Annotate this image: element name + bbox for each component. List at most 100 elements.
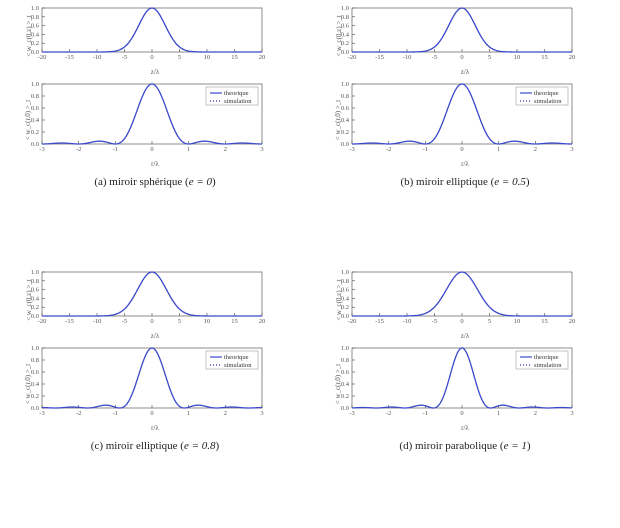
svg-text:-5: -5 [122, 318, 127, 325]
legend-theorique-label: theorique [534, 90, 559, 97]
svg-text:1.0: 1.0 [31, 81, 39, 88]
simulation-curve [42, 8, 262, 52]
svg-text:2: 2 [224, 410, 227, 417]
svg-text:-15: -15 [65, 54, 74, 61]
caption-d: (d) miroir parabolique (e = 1) [399, 440, 530, 452]
svg-text:0: 0 [150, 318, 153, 325]
svg-text:0.0: 0.0 [31, 405, 39, 412]
ylabel-top: < w_c(0,z) >_t [335, 279, 343, 321]
simulation-curve [352, 8, 572, 52]
legend-simulation-label: simulation [224, 362, 252, 369]
svg-text:20: 20 [259, 318, 266, 325]
svg-text:1: 1 [187, 410, 190, 417]
subfigure-c: < w_c(0,z) >_t-20-15-10-5051015200.00.20… [0, 264, 310, 528]
ylabel-bot: < w_c(r,0) >_t [334, 99, 342, 139]
legend-theorique-label: theorique [534, 354, 559, 361]
svg-text:0: 0 [150, 146, 153, 153]
svg-text:-3: -3 [39, 410, 44, 417]
svg-text:2: 2 [534, 410, 537, 417]
ylabel-bot: < w_c(r,0) >_t [334, 363, 342, 403]
legend-simulation-label: simulation [534, 362, 562, 369]
svg-text:1.0: 1.0 [341, 345, 349, 352]
svg-text:15: 15 [231, 54, 238, 61]
svg-text:3: 3 [260, 410, 263, 417]
xlabel-bot: r/λ [326, 160, 604, 168]
svg-text:1: 1 [187, 146, 190, 153]
svg-text:2: 2 [224, 146, 227, 153]
theorique-curve [42, 272, 262, 316]
legend-theorique-label: theorique [224, 354, 249, 361]
xlabel-bot: r/λ [326, 424, 604, 432]
svg-text:-5: -5 [432, 318, 437, 325]
svg-text:-2: -2 [76, 146, 81, 153]
svg-text:1.0: 1.0 [341, 269, 349, 276]
svg-text:-15: -15 [65, 318, 74, 325]
subfigure-a: < w_c(0,z) >_t-20-15-10-5051015200.00.20… [0, 0, 310, 264]
svg-text:1: 1 [497, 410, 500, 417]
svg-text:10: 10 [514, 318, 521, 325]
ylabel-top: < w_c(0,z) >_t [25, 15, 33, 57]
xlabel-top: z/λ [16, 68, 294, 76]
svg-text:-1: -1 [113, 410, 118, 417]
svg-text:0: 0 [460, 146, 463, 153]
svg-text:10: 10 [514, 54, 521, 61]
ylabel-top: < w_c(0,z) >_t [335, 15, 343, 57]
svg-text:-3: -3 [349, 146, 354, 153]
svg-text:1.0: 1.0 [31, 5, 39, 12]
svg-text:0: 0 [460, 410, 463, 417]
theorique-curve [42, 8, 262, 52]
svg-text:-2: -2 [386, 410, 391, 417]
svg-text:0.0: 0.0 [341, 141, 349, 148]
svg-text:-10: -10 [93, 318, 102, 325]
svg-text:0.0: 0.0 [31, 141, 39, 148]
ylabel-bot: < w_c(r,0) >_t [24, 363, 32, 403]
svg-text:-15: -15 [375, 318, 384, 325]
svg-text:5: 5 [178, 318, 181, 325]
xlabel-bot: r/λ [16, 424, 294, 432]
svg-text:1.0: 1.0 [31, 269, 39, 276]
xlabel-top: z/λ [16, 332, 294, 340]
svg-text:-3: -3 [39, 146, 44, 153]
xlabel-bot: r/λ [16, 160, 294, 168]
theorique-curve [352, 8, 572, 52]
ylabel-bot: < w_c(r,0) >_t [24, 99, 32, 139]
svg-text:-1: -1 [423, 410, 428, 417]
svg-text:-15: -15 [375, 54, 384, 61]
svg-text:-1: -1 [423, 146, 428, 153]
svg-text:-5: -5 [122, 54, 127, 61]
svg-text:5: 5 [178, 54, 181, 61]
caption-a: (a) miroir sphérique (e = 0) [94, 176, 215, 188]
svg-text:2: 2 [534, 146, 537, 153]
svg-text:-2: -2 [386, 146, 391, 153]
figure-grid: < w_c(0,z) >_t-20-15-10-5051015200.00.20… [0, 0, 620, 528]
svg-text:-3: -3 [349, 410, 354, 417]
svg-text:10: 10 [204, 318, 211, 325]
svg-text:-10: -10 [403, 54, 412, 61]
svg-text:0: 0 [460, 54, 463, 61]
legend-simulation-label: simulation [534, 98, 562, 105]
svg-text:0: 0 [150, 410, 153, 417]
subfigure-b: < w_c(0,z) >_t-20-15-10-5051015200.00.20… [310, 0, 620, 264]
svg-text:0: 0 [460, 318, 463, 325]
svg-text:5: 5 [488, 318, 491, 325]
legend-theorique-label: theorique [224, 90, 249, 97]
svg-text:15: 15 [541, 318, 548, 325]
svg-text:-2: -2 [76, 410, 81, 417]
caption-c: (c) miroir elliptique (e = 0.8) [91, 440, 219, 452]
svg-text:-5: -5 [432, 54, 437, 61]
svg-text:15: 15 [231, 318, 238, 325]
svg-text:1: 1 [497, 146, 500, 153]
svg-text:15: 15 [541, 54, 548, 61]
figure-page: < w_c(0,z) >_t-20-15-10-5051015200.00.20… [0, 0, 620, 528]
subfigure-d: < w_c(0,z) >_t-20-15-10-5051015200.00.20… [310, 264, 620, 528]
svg-text:10: 10 [204, 54, 211, 61]
svg-text:-1: -1 [113, 146, 118, 153]
ylabel-top: < w_c(0,z) >_t [25, 279, 33, 321]
svg-text:20: 20 [569, 318, 576, 325]
svg-text:3: 3 [570, 410, 573, 417]
svg-text:-10: -10 [93, 54, 102, 61]
xlabel-top: z/λ [326, 332, 604, 340]
svg-text:1.0: 1.0 [341, 5, 349, 12]
svg-text:1.0: 1.0 [341, 81, 349, 88]
svg-text:3: 3 [570, 146, 573, 153]
